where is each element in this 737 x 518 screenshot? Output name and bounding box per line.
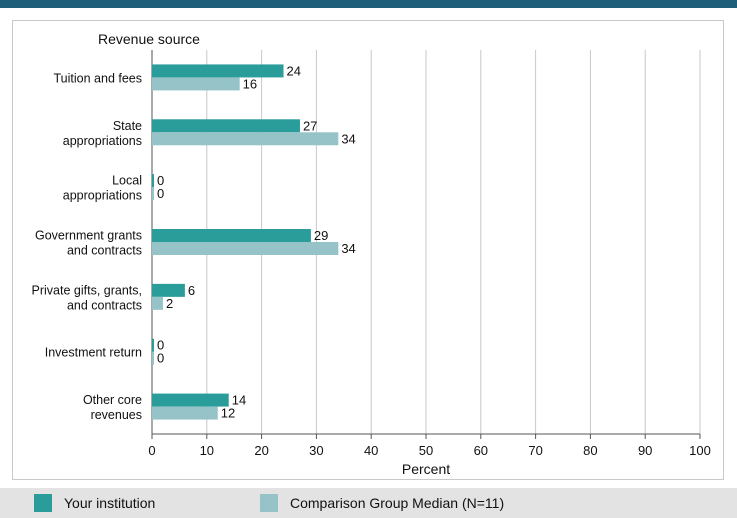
x-tick-label: 70 — [528, 443, 542, 458]
category-label: State appropriations — [63, 119, 142, 148]
chart-panel — [12, 20, 724, 480]
x-tick-label: 100 — [689, 443, 711, 458]
x-axis-label: Percent — [402, 461, 450, 477]
bar-comparison — [152, 132, 339, 146]
chart-title: Revenue source — [98, 31, 200, 47]
x-tick-label: 10 — [200, 443, 214, 458]
legend-item-comparison: Comparison Group Median (N=11) — [260, 494, 504, 512]
bar-institution — [152, 174, 154, 188]
bar-value-label: 0 — [157, 186, 164, 201]
bar-institution — [152, 393, 229, 407]
bar-institution — [152, 283, 185, 297]
legend: Your institution Comparison Group Median… — [0, 488, 737, 518]
legend-item-institution: Your institution — [34, 494, 155, 512]
x-tick-label: 20 — [254, 443, 268, 458]
x-tick-label: 60 — [474, 443, 488, 458]
bar-value-label: 34 — [341, 241, 355, 256]
x-tick-label: 80 — [583, 443, 597, 458]
bar-institution — [152, 338, 154, 352]
category-label: Local appropriations — [63, 174, 142, 203]
bar-value-label: 6 — [188, 283, 195, 298]
category-label: Other core revenues — [83, 393, 142, 422]
category-label: Private gifts, grants, and contracts — [32, 283, 142, 312]
bar-value-label: 29 — [314, 228, 328, 243]
legend-swatch-comparison — [260, 494, 278, 512]
bar-value-label: 0 — [157, 173, 164, 188]
legend-swatch-institution — [34, 494, 52, 512]
bar-institution — [152, 119, 300, 133]
bar-comparison — [152, 187, 154, 201]
bar-value-label: 12 — [221, 406, 235, 421]
legend-label-comparison: Comparison Group Median (N=11) — [290, 495, 505, 511]
bar-value-label: 0 — [157, 351, 164, 366]
bar-value-label: 16 — [243, 76, 257, 91]
bar-institution — [152, 64, 284, 78]
bar-comparison — [152, 77, 240, 91]
x-tick-label: 0 — [148, 443, 155, 458]
bar-comparison — [152, 406, 218, 420]
x-tick-label: 90 — [638, 443, 652, 458]
x-tick-label: 30 — [309, 443, 323, 458]
x-tick-labels: 0 10 20 30 40 50 60 70 80 90 100 — [148, 443, 710, 458]
bar-institution — [152, 229, 311, 242]
bar-comparison — [152, 242, 339, 255]
bar-comparison — [152, 296, 163, 310]
category-label: Tuition and fees — [54, 71, 142, 85]
bar-value-label: 24 — [287, 63, 301, 78]
bar-value-label: 0 — [157, 338, 164, 353]
header-rule — [0, 0, 737, 8]
category-labels: Tuition and fees State appropriations Local… — [32, 71, 143, 422]
category-label: Investment return — [45, 346, 142, 360]
category-label: Government grants and contracts — [35, 229, 142, 258]
bar-value-label: 34 — [341, 131, 355, 146]
legend-label-institution: Your institution — [64, 495, 156, 511]
x-tick-label: 50 — [419, 443, 433, 458]
bar-value-label: 2 — [166, 296, 173, 311]
bar-value-label: 14 — [232, 393, 246, 408]
bar-value-label: 27 — [303, 118, 317, 133]
x-tick-label: 40 — [364, 443, 378, 458]
bar-comparison — [152, 351, 154, 365]
